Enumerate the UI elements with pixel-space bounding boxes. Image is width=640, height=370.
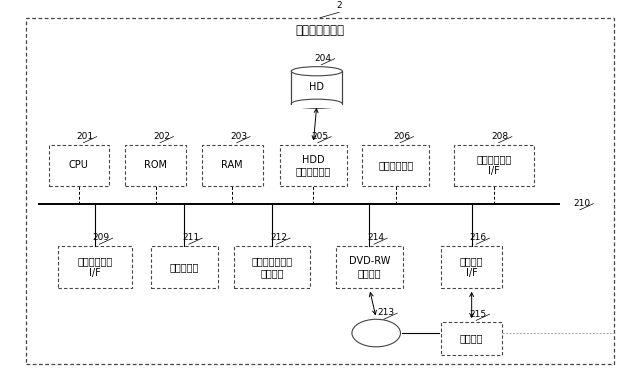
Text: メディア: メディア (460, 333, 483, 343)
Text: 210: 210 (573, 199, 590, 208)
Text: ポインティング
デバイス: ポインティング デバイス (252, 256, 292, 278)
Text: 214: 214 (367, 233, 385, 242)
Text: ディスプレイ: ディスプレイ (378, 161, 413, 171)
Text: DVD-RW
ドライブ: DVD-RW ドライブ (349, 256, 390, 278)
Bar (454, 145, 534, 186)
Text: 2: 2 (337, 1, 342, 10)
Text: 216: 216 (470, 233, 486, 242)
Bar (49, 145, 109, 186)
Bar (151, 246, 218, 288)
Bar (442, 246, 502, 288)
Bar (291, 71, 342, 104)
Bar (291, 104, 342, 108)
Text: 204: 204 (315, 54, 332, 63)
Text: ネットワーク
I/F: ネットワーク I/F (77, 256, 113, 278)
Bar (336, 246, 403, 288)
Text: 208: 208 (492, 132, 509, 141)
Text: 209: 209 (93, 233, 110, 242)
Text: RAM: RAM (221, 161, 243, 171)
Text: HD: HD (309, 83, 324, 92)
Ellipse shape (291, 67, 342, 76)
Bar (58, 246, 132, 288)
Text: 215: 215 (470, 310, 486, 319)
Bar (125, 145, 186, 186)
Text: 211: 211 (182, 233, 199, 242)
Bar (362, 145, 429, 186)
Bar (280, 145, 347, 186)
Ellipse shape (291, 99, 342, 108)
Text: 206: 206 (394, 132, 411, 141)
Text: ROM: ROM (144, 161, 167, 171)
Text: キーボード: キーボード (170, 262, 199, 272)
Text: CPU: CPU (69, 161, 89, 171)
Circle shape (352, 319, 401, 347)
Bar (202, 145, 262, 186)
Text: 213: 213 (377, 309, 394, 317)
Text: 202: 202 (154, 132, 170, 141)
Bar (442, 322, 502, 355)
Text: 212: 212 (270, 233, 287, 242)
Text: HDD
コントローラ: HDD コントローラ (296, 155, 331, 176)
Text: 203: 203 (230, 132, 247, 141)
Text: 外部機器接続
I/F: 外部機器接続 I/F (476, 155, 511, 176)
Text: 社員情報サーバ: 社員情報サーバ (296, 24, 344, 37)
Text: 205: 205 (311, 132, 328, 141)
Text: メディア
I/F: メディア I/F (460, 256, 483, 278)
Text: 201: 201 (77, 132, 94, 141)
Bar (234, 246, 310, 288)
